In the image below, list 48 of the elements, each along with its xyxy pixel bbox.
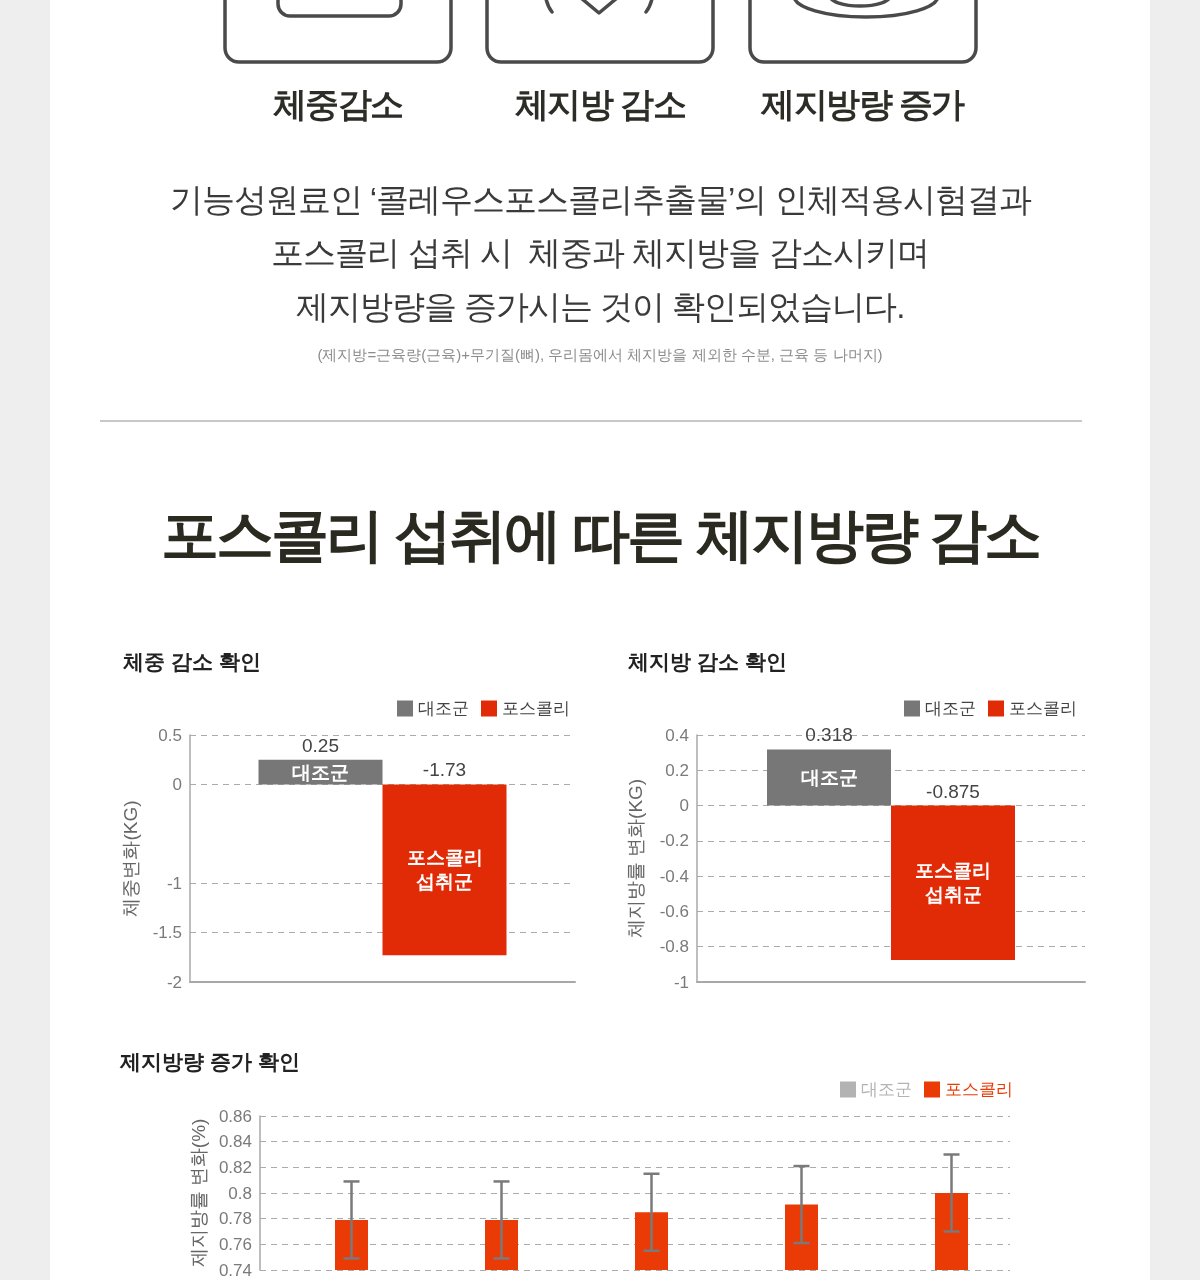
data-label: -0.875 [926,780,980,802]
y-axis-title: 체지방률 변화(KG) [625,778,646,939]
legend-label: 포스콜리 [1009,699,1077,718]
y-tick-label: -0.4 [659,866,689,886]
legend-label: 포스콜리 [502,699,570,718]
legend-label: 포스콜리 [945,1080,1013,1099]
y-tick-label: 0.4 [665,725,689,745]
y-tick-label: 0.78 [218,1209,252,1229]
y-tick-label: 0.82 [218,1157,252,1177]
y-axis-title: 제지방률 변화(%) [188,1118,210,1268]
y-tick-label: -1 [166,873,182,893]
chart-title: 체중 감소 확인 [122,650,261,673]
annotation: 포스콜리 섭취군 [915,860,991,906]
y-tick-label: -0.6 [659,901,689,921]
y-tick-label: -2 [166,972,182,992]
y-tick-label: 0.2 [665,760,689,780]
y-tick-label: -0.8 [659,937,689,957]
text: 제지방량 증가 [761,85,964,125]
legend-label: 대조군 [861,1080,912,1099]
y-tick-label: 0 [679,796,689,816]
text: 체지방 감소 [514,85,686,125]
legend-label: 대조군 [418,699,469,718]
y-tick-label: 0 [172,774,182,794]
text: 제지방량을 증가시는 것이 확인되었습니다. [295,288,905,326]
data-label: 0.25 [302,734,339,756]
text: 체중감소 [272,85,403,125]
text: (제지방=근육량(근육)+무기질(뼈), 우리몸에서 체지방을 제외한 수분, 근육 등 나머지) [317,346,883,364]
y-tick-label: -0.2 [659,831,689,851]
y-tick-label: 0.84 [218,1132,252,1152]
y-tick-label: -1.5 [152,923,182,943]
text: 포스콜리 섭취에 따른 체지방량 감소 [161,501,1039,569]
y-tick-label: 0.74 [218,1260,252,1280]
data-label: -1.73 [422,759,467,781]
annotation: 대조군 [292,761,349,783]
y-tick-label: 0.5 [158,725,182,745]
annotation: 포스콜리 섭취군 [406,847,483,893]
y-tick-label: 0.8 [228,1183,252,1203]
text: 기능성원료인 ‘콜레우스포스콜리추출물’의 인체적용시험결과 [169,181,1031,219]
data-label: 0.318 [805,724,853,746]
y-axis-title: 체중변화(KG) [120,800,141,917]
y-tick-label: -1 [673,972,689,992]
y-tick-label: 0.86 [218,1106,252,1126]
y-tick-label: 0.76 [218,1234,252,1254]
chart-title: 제지방량 증가 확인 [119,1050,300,1073]
annotation: 대조군 [800,767,858,789]
chart-title: 체지방 감소 확인 [627,650,787,673]
text: 포스콜리 섭취 시 체중과 체지방을 감소시키며 [271,234,929,272]
legend-label: 대조군 [925,699,976,718]
